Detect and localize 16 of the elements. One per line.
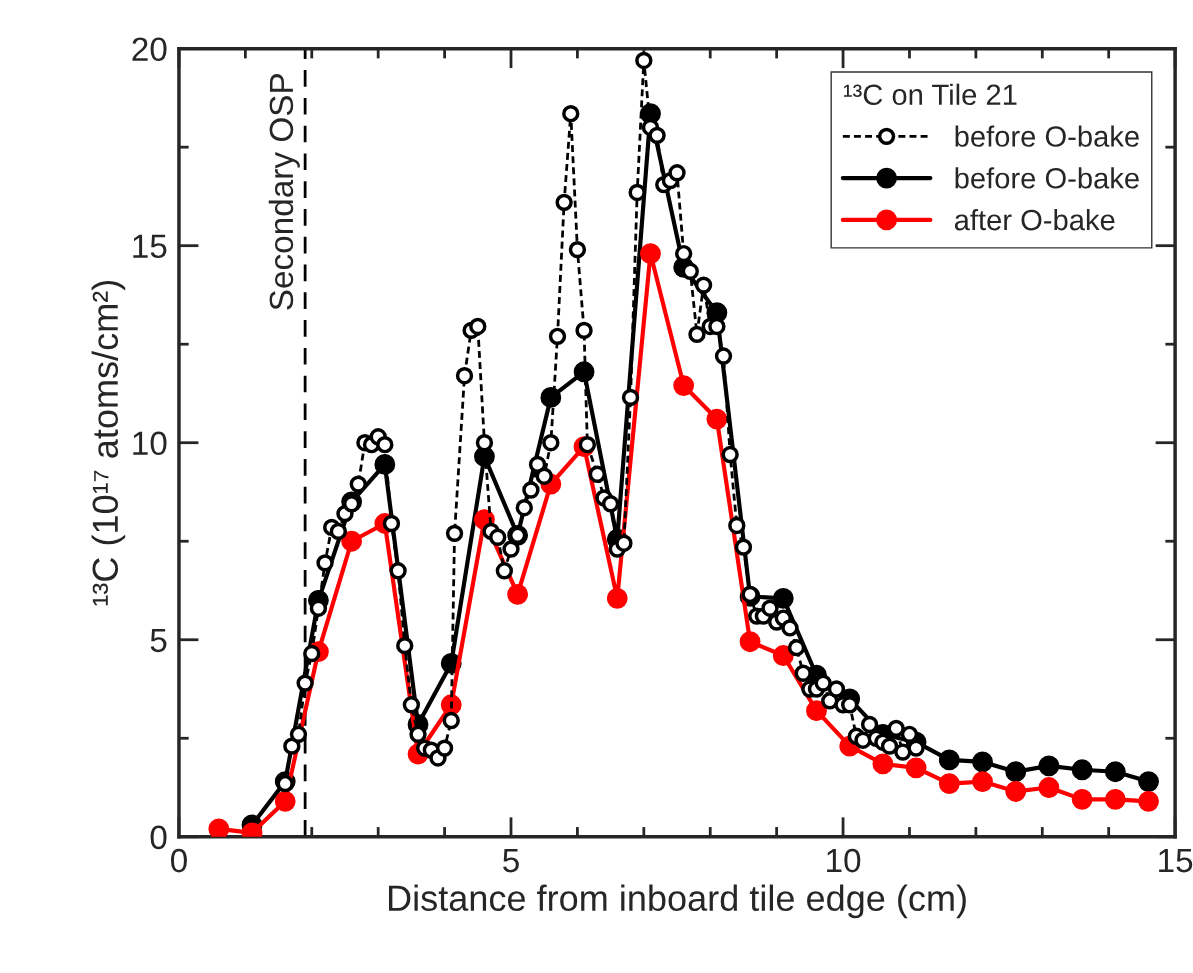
x-tick-label: 0	[170, 848, 187, 873]
x-tick-label: 5	[503, 849, 519, 873]
x-tick-label: 15	[1159, 849, 1193, 873]
y-tick-label: 10	[133, 431, 167, 456]
x-axis-title: Distance from inboard tile edge (cm)	[389, 884, 966, 919]
y-tick-label: 20	[132, 37, 167, 62]
y-tick-label: 0	[150, 825, 167, 850]
x-tick-label: 10	[827, 848, 861, 873]
y-tick-label: 5	[150, 628, 167, 653]
legend-label: before O-bake	[955, 125, 1139, 147]
y-axis-title: ¹³C (10¹⁷ atoms/cm²)	[91, 280, 126, 606]
ref-line-label: Secondary OSP	[268, 74, 300, 310]
legend-title: ¹³C on Tile 21	[843, 83, 1017, 106]
legend-label: before O-bake	[955, 167, 1139, 189]
y-tick-label: 15	[133, 234, 167, 259]
legend-label: after O-bake	[954, 208, 1115, 231]
